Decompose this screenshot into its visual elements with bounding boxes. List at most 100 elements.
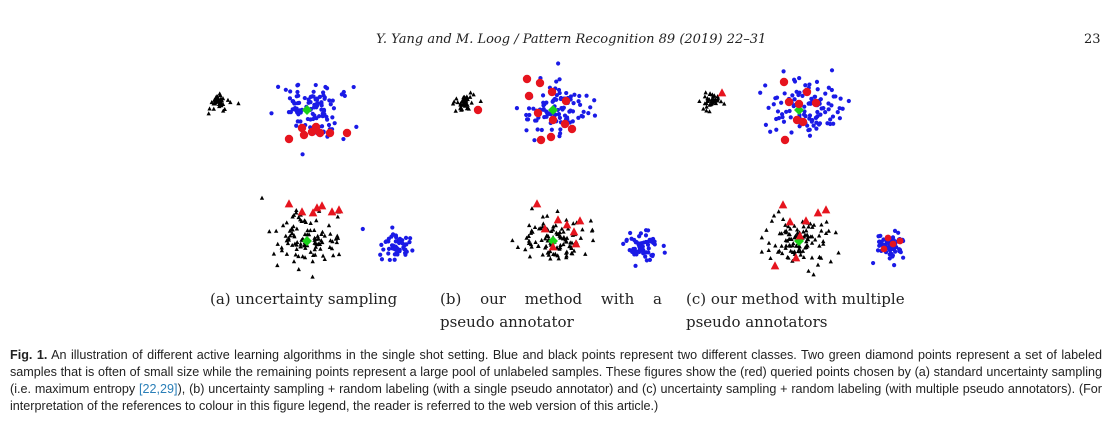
blue-dot (572, 92, 577, 97)
blue-dot (342, 93, 347, 98)
black-triangle (274, 228, 279, 233)
blue-dot (314, 102, 320, 107)
blue-dot (556, 111, 562, 117)
blue-dot (818, 97, 823, 102)
black-triangle (290, 230, 295, 236)
black-triangle (312, 252, 318, 257)
red-triangle (548, 242, 558, 251)
black-triangle (542, 245, 548, 250)
blue-dot (810, 118, 815, 123)
black-triangle (296, 266, 301, 272)
black-triangle (705, 96, 710, 101)
blue-dot (328, 102, 333, 107)
blue-dot (892, 228, 898, 233)
black-triangle (792, 249, 797, 254)
black-triangle (290, 242, 295, 247)
blue-dot (846, 98, 851, 104)
blue-dot (662, 250, 667, 255)
black-triangle (759, 235, 764, 240)
black-triangle (329, 246, 335, 251)
blue-dot (581, 109, 586, 114)
blue-dot (579, 113, 584, 119)
blue-dot (577, 102, 583, 107)
black-triangle (804, 228, 809, 233)
black-triangle (819, 228, 824, 233)
black-triangle (759, 249, 764, 254)
blue-dot (643, 233, 649, 238)
blue-dot (661, 243, 666, 248)
red-dot (880, 245, 888, 253)
black-triangle (590, 227, 595, 232)
black-triangle (236, 101, 241, 106)
blue-dot (524, 112, 529, 118)
black-triangle (305, 232, 310, 237)
blue-dot (294, 108, 299, 113)
black-triangle (527, 223, 532, 228)
red-triangle (785, 217, 795, 226)
black-triangle (551, 251, 556, 256)
black-triangle (528, 242, 534, 247)
black-triangle (515, 244, 521, 249)
blue-dot (833, 94, 838, 99)
black-triangle (326, 223, 332, 228)
black-triangle (275, 263, 280, 268)
red-dot (546, 132, 556, 142)
black-triangle (776, 209, 781, 214)
black-triangle (836, 250, 841, 255)
blue-dot (305, 116, 310, 122)
black-triangle (821, 241, 826, 246)
blue-dot (296, 82, 301, 87)
black-triangle (275, 241, 280, 246)
black-triangle (571, 248, 577, 253)
black-triangle (766, 247, 771, 253)
blue-dot (341, 89, 346, 95)
black-triangle (294, 246, 299, 251)
black-triangle (768, 255, 773, 261)
red-dot (884, 234, 892, 242)
black-triangle (808, 221, 813, 226)
blue-dot (535, 127, 540, 132)
black-triangle (559, 226, 565, 231)
green-diamond-labeled (302, 236, 312, 246)
black-triangle (826, 228, 831, 233)
blue-dot (383, 239, 388, 245)
black-triangle (785, 254, 790, 259)
black-triangle (813, 237, 818, 242)
blue-dot (562, 113, 568, 118)
black-triangle (320, 229, 325, 234)
blue-dot (295, 100, 301, 106)
black-triangle (704, 104, 709, 109)
black-triangle (817, 243, 822, 248)
red-triangle (821, 205, 831, 214)
blue-dot (317, 94, 323, 99)
black-triangle (284, 251, 290, 256)
black-triangle (335, 214, 340, 219)
black-triangle (213, 98, 218, 103)
black-triangle (548, 249, 553, 254)
blue-dot (807, 133, 813, 138)
black-triangle (791, 241, 796, 246)
blue-dot (643, 254, 648, 259)
blue-dot (807, 82, 812, 87)
black-triangle (523, 247, 528, 252)
black-triangle (782, 229, 788, 234)
black-triangle (806, 268, 811, 273)
green-diamond-labeled (794, 105, 804, 115)
citation-link[interactable]: [22,29] (139, 382, 178, 396)
blue-dot (541, 106, 546, 112)
black-triangle (319, 231, 324, 237)
blue-dot (840, 106, 845, 111)
black-triangle (462, 97, 468, 102)
black-triangle (316, 241, 321, 246)
blue-dot (812, 94, 817, 99)
black-triangle (453, 108, 458, 113)
blue-dot (640, 244, 645, 249)
blue-dot (331, 106, 337, 111)
black-triangle (545, 213, 550, 218)
blue-dot (825, 121, 830, 126)
green-diamond-labeled (548, 105, 558, 115)
black-triangle (801, 254, 806, 260)
blue-dot (898, 250, 903, 255)
black-triangle (798, 252, 803, 257)
black-triangle (308, 228, 313, 233)
